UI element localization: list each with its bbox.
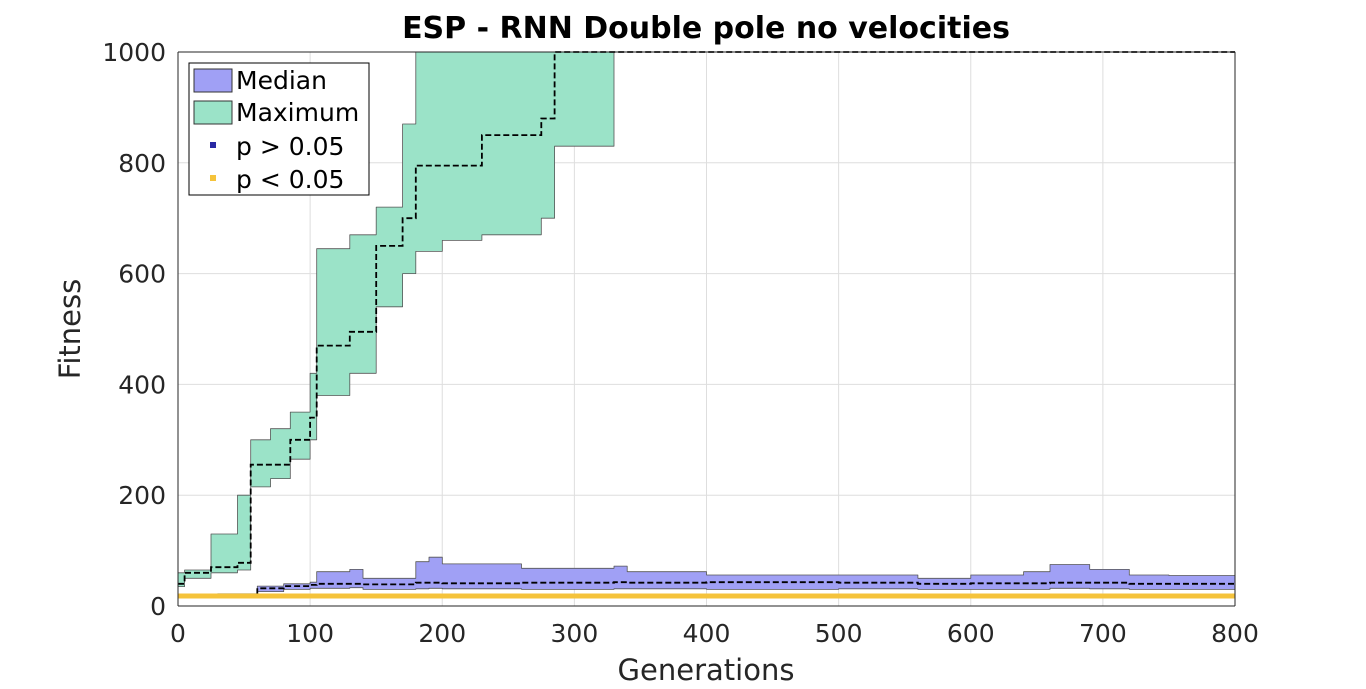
chart-title: ESP - RNN Double pole no velocities — [402, 11, 1010, 46]
legend-label-p-less: p < 0.05 — [236, 165, 344, 194]
x-tick-label-200: 200 — [418, 619, 466, 648]
x-tick-label-800: 800 — [1211, 619, 1259, 648]
x-tick-label-600: 600 — [947, 619, 995, 648]
y-tick-label-0: 0 — [150, 592, 166, 621]
axes — [177, 51, 1236, 607]
legend-label-median: Median — [236, 66, 327, 95]
maximum-band — [177, 51, 1236, 587]
legend-marker-p-greater — [210, 142, 216, 148]
maximum-median-line — [178, 51, 1235, 585]
x-tick-label-700: 700 — [1079, 619, 1127, 648]
y-tick-label-400: 400 — [118, 370, 166, 399]
legend-swatch-maximum — [193, 100, 233, 125]
legend-swatch-median — [193, 68, 233, 93]
legend-marker-p-less — [210, 175, 216, 181]
legend: Median Maximum p > 0.05 p < 0.05 — [188, 62, 370, 196]
y-tick-label-600: 600 — [118, 260, 166, 289]
legend-label-p-greater: p > 0.05 — [236, 132, 344, 161]
x-tick-label-400: 400 — [683, 619, 731, 648]
x-axis-title: Generations — [618, 653, 795, 687]
y-tick-label-200: 200 — [118, 481, 166, 510]
x-tick-label-100: 100 — [286, 619, 334, 648]
y-tick-label-1000: 1000 — [102, 38, 166, 67]
data-bands — [177, 51, 1236, 599]
median-median-line — [178, 581, 1236, 597]
y-tick-label-800: 800 — [118, 149, 166, 178]
median-lines — [178, 51, 1236, 599]
legend-label-maximum: Maximum — [236, 98, 359, 127]
tick-labels: 0 100 200 300 400 500 600 700 800 0 200 400 600 800 10… — [102, 38, 1258, 648]
x-tick-label-300: 300 — [551, 619, 599, 648]
median-band — [177, 556, 1236, 599]
y-axis-title: Fitness — [53, 279, 87, 379]
x-tick-label-500: 500 — [815, 619, 863, 648]
x-tick-label-0: 0 — [170, 619, 186, 648]
